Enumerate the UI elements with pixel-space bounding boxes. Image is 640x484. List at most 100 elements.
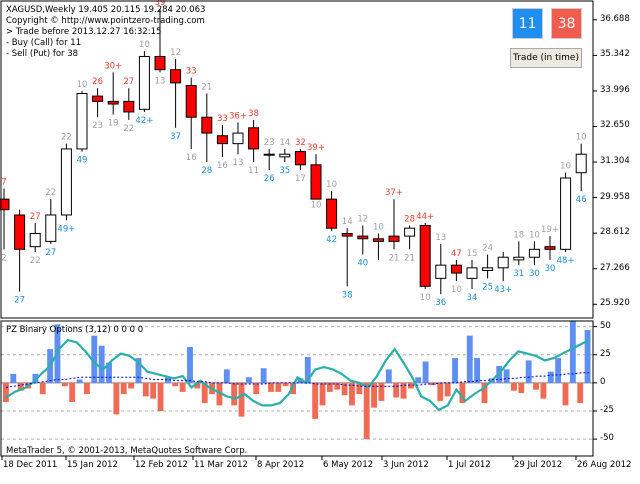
candle — [170, 59, 182, 128]
time-axis-label: 26 Aug 2012 — [577, 460, 632, 470]
histogram-bar-down — [334, 382, 341, 390]
histogram-bar-down — [120, 382, 127, 395]
candle — [435, 244, 447, 295]
histogram-bar-down — [113, 382, 120, 415]
bear-candle-body — [248, 127, 260, 150]
candle-count-label: 27 — [14, 296, 25, 306]
candle — [92, 88, 104, 118]
candle — [482, 254, 494, 279]
candle-count-label: 25 — [482, 282, 493, 292]
bear-candle-body — [185, 85, 197, 118]
candle-count-label: 16 — [186, 153, 197, 163]
candle — [372, 233, 384, 260]
trade-in-time-button[interactable]: Trade (in time) — [510, 48, 582, 68]
bull-candle-body — [575, 153, 587, 174]
histogram-bar-down — [3, 382, 9, 402]
histogram-bar-up — [164, 377, 171, 383]
histogram-bar-down — [349, 382, 355, 406]
time-axis-label: 1 Jul 2012 — [448, 460, 491, 470]
histogram-bar-up — [385, 369, 392, 383]
histogram-bar-down — [231, 382, 238, 406]
candle-count-label: 13 — [155, 76, 166, 86]
bull-candle-body — [76, 92, 88, 150]
candle — [388, 199, 400, 250]
candle-count-label: 11 — [248, 166, 259, 176]
histogram-bar-down — [179, 382, 186, 392]
price-panel-border — [0, 0, 594, 319]
candle-count-label: 27 — [30, 212, 41, 222]
candle — [544, 236, 556, 260]
candle-count-label: 10 — [326, 180, 337, 190]
bull-candle-body — [466, 267, 478, 279]
candle — [404, 225, 416, 250]
histogram-bar-down — [268, 382, 274, 392]
histogram-bar-down — [61, 382, 68, 387]
histogram-bar-down — [39, 382, 46, 395]
histogram-bar-up — [569, 321, 576, 383]
candle-count-label: 22 — [45, 188, 56, 198]
bear-candle-body — [419, 225, 431, 287]
bull-candle-body — [482, 267, 494, 271]
histogram-bar-up — [452, 358, 458, 383]
buy-count-badge: 11 — [512, 8, 543, 39]
candle-count-label: 30 — [529, 269, 540, 279]
candle-count-label: 22 — [123, 124, 134, 134]
sell-count-badge: 38 — [551, 8, 582, 39]
histogram-bar-up — [223, 369, 230, 383]
histogram-bar-down — [378, 382, 385, 401]
histogram-bar-up — [503, 369, 510, 383]
histogram-bar-up — [304, 357, 311, 383]
histogram-bar-down — [253, 382, 260, 395]
candle-count-label: 21 — [389, 253, 400, 263]
candle-count-label: 15 — [467, 249, 478, 259]
bear-candle-body — [372, 238, 384, 242]
copyright-text: Copyright © http://www.pointzero-trading… — [6, 16, 205, 26]
candle — [0, 188, 10, 250]
candle-count-label: 10 — [373, 222, 384, 232]
histogram-bar-down — [437, 382, 444, 401]
histogram-bar-down — [290, 382, 296, 395]
histogram-bar-down — [511, 382, 517, 391]
bull-candle-body — [513, 256, 525, 261]
candle-count-label: 10 — [139, 40, 150, 50]
candle — [513, 241, 525, 266]
histogram-bar-down — [150, 382, 157, 399]
bear-candle-body — [170, 69, 182, 84]
price-axis-label: 32.650 — [600, 120, 630, 131]
bear-candle-body — [216, 135, 228, 145]
candle — [216, 125, 228, 157]
histogram-bar-down — [194, 382, 201, 389]
candle-count-label: 49 — [77, 156, 88, 166]
candle-count-label: 33 — [217, 114, 228, 124]
candle — [497, 251, 509, 282]
candle-count-label: 35 — [279, 166, 290, 176]
candle-count-label: 10 — [560, 162, 571, 172]
candle — [419, 222, 431, 289]
histogram-bar-up — [245, 377, 252, 383]
trend-dashed-line — [5, 372, 589, 388]
histogram-bar-down — [562, 382, 569, 406]
candle-count-label: 44+ — [416, 212, 434, 222]
time-axis-label: 15 Jan 2012 — [67, 460, 118, 470]
indicator-title: PZ Binary Options (3,12) 0 0 0 0 — [6, 325, 144, 335]
bear-candle-body — [450, 264, 462, 274]
time-axis-label: 11 Mar 2012 — [194, 460, 248, 470]
candle-count-label: 46 — [576, 195, 587, 205]
bull-candle-body — [279, 153, 291, 158]
price-candles — [0, 8, 587, 295]
histogram-bar-up — [555, 358, 562, 383]
candle — [560, 172, 572, 252]
histogram-bar-up — [474, 358, 481, 383]
candle-count-label: 32 — [295, 138, 306, 148]
histogram-bar-down — [371, 382, 377, 408]
histogram-bar-up — [10, 373, 17, 383]
bull-candle-body — [435, 264, 447, 279]
candle — [201, 93, 213, 163]
bull-candle-body — [138, 55, 150, 110]
bull-candle-body — [45, 214, 57, 242]
histogram-bar-down — [157, 382, 164, 411]
candle — [185, 77, 197, 149]
indicator-axis-label: 0 — [600, 376, 606, 387]
